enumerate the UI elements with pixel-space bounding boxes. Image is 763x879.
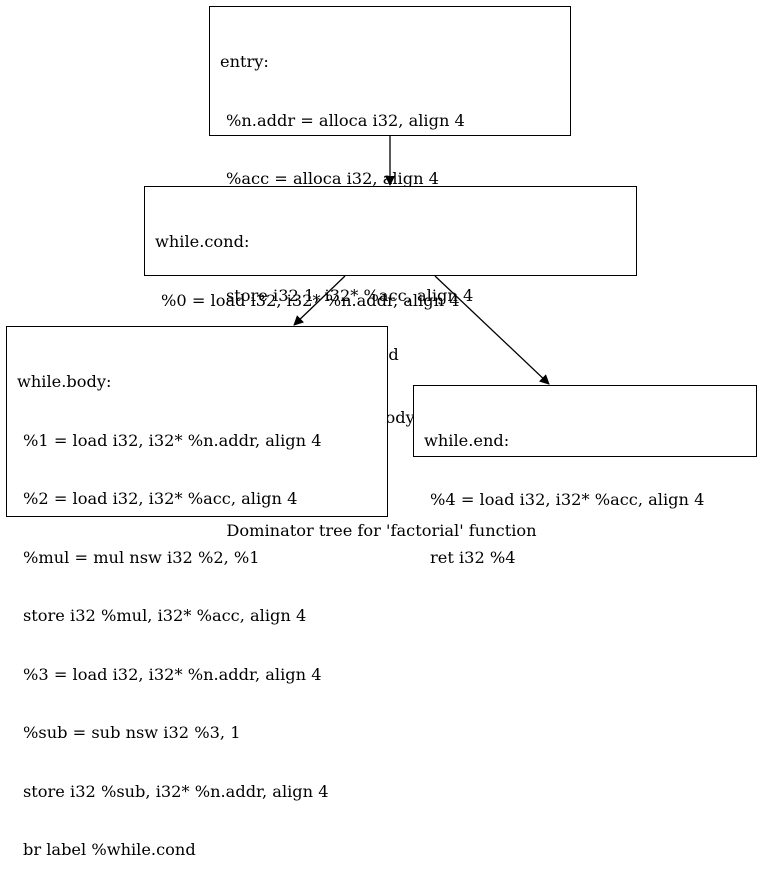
instruction: store i32 1, i32* %acc, align 4 [226,286,474,305]
instruction: br label %while.cond [23,840,196,859]
node-while-body-label: while.body: [17,372,112,391]
node-while-cond-label: while.cond: [155,232,250,251]
instruction: %1 = load i32, i32* %n.addr, align 4 [23,430,322,450]
node-entry-label: entry: [220,52,269,71]
diagram-title: Dominator tree for 'factorial' function [226,521,537,540]
instruction: %2 = load i32, i32* %acc, align 4 [23,489,298,508]
edge-while-cond-to-while-body [293,275,346,326]
instruction: %mul = mul nsw i32 %2, %1 [23,547,260,567]
node-while-end[interactable]: while.end: %4 = load i32, i32* %acc, ali… [413,385,757,567]
instruction: %acc = alloca i32, align 4 [226,169,439,188]
instruction: %4 = load i32, i32* %acc, align 4 [430,489,705,509]
instruction: %3 = load i32, i32* %n.addr, align 4 [23,664,322,684]
instruction: store i32 %mul, i32* %acc, align 4 [23,606,307,625]
instruction: %sub = sub nsw i32 %3, 1 [23,723,241,742]
instruction: %0 = load i32, i32* %n.addr, align 4 [161,290,460,310]
edge-while-cond-to-while-end [434,275,550,385]
dominator-tree-edges [293,136,550,385]
node-while-body[interactable]: while.body: %1 = load i32, i32* %n.addr,… [6,326,388,859]
instruction: %n.addr = alloca i32, align 4 [226,110,465,130]
instruction: store i32 %sub, i32* %n.addr, align 4 [23,781,329,801]
instruction: ret i32 %4 [430,548,516,567]
node-while-end-label: while.end: [424,431,510,450]
node-entry[interactable]: entry: %n.addr = alloca i32, align 4 %ac… [209,6,571,364]
node-while-cond[interactable]: while.cond: %0 = load i32, i32* %n.addr,… [144,186,637,427]
